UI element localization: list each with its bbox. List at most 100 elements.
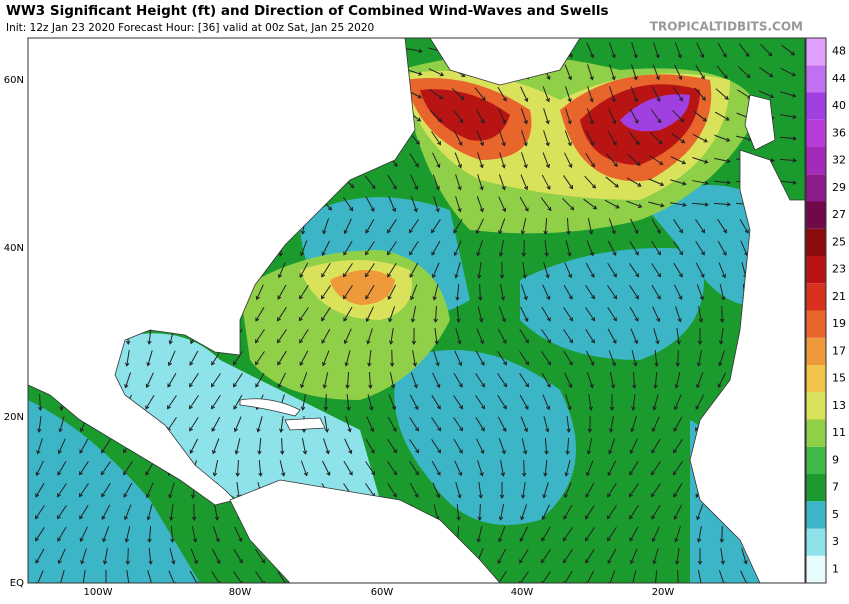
lon-label: 100W — [84, 587, 113, 598]
arrow — [167, 350, 176, 367]
arrow — [562, 549, 573, 564]
arrow — [695, 240, 705, 256]
arrow — [563, 329, 574, 344]
colorbar-label: 36 — [832, 126, 846, 139]
arrow — [412, 350, 418, 367]
arrow — [692, 133, 708, 143]
arrow — [454, 460, 463, 477]
arrow — [346, 393, 351, 411]
arrow — [299, 350, 309, 366]
arrow — [320, 285, 331, 300]
arrow — [409, 262, 419, 278]
arrow — [629, 548, 638, 565]
arrow — [431, 460, 441, 476]
arrow — [321, 350, 330, 367]
arrow — [737, 66, 751, 79]
arrow — [455, 328, 462, 345]
arrow — [520, 108, 528, 125]
arrow — [498, 438, 506, 455]
colorbar-swatch — [806, 419, 826, 447]
colorbar-label: 13 — [832, 399, 846, 412]
arrow — [719, 525, 725, 543]
arrow — [212, 526, 220, 543]
arrow — [719, 305, 725, 323]
arrow — [431, 262, 440, 279]
arrow — [451, 88, 465, 101]
arrow — [519, 548, 529, 564]
arrow — [672, 109, 685, 123]
arrow — [629, 460, 639, 476]
arrow — [79, 504, 89, 520]
arrow — [673, 219, 683, 234]
title: WW3 Significant Height (ft) and Directio… — [6, 3, 609, 19]
arrow — [475, 218, 484, 235]
arrow — [498, 526, 506, 543]
arrow — [759, 67, 774, 78]
arrow — [520, 504, 528, 521]
arrow — [277, 372, 286, 389]
arrow — [366, 328, 373, 345]
arrow — [519, 328, 529, 344]
arrow — [631, 394, 636, 411]
colorbar-label: 32 — [832, 154, 846, 167]
colorbar-label: 5 — [832, 508, 839, 521]
arrow — [651, 218, 661, 234]
arrow — [519, 351, 530, 366]
arrow — [714, 134, 731, 142]
arrow — [519, 373, 529, 388]
colorbar-label: 23 — [832, 263, 846, 276]
arrow — [233, 548, 243, 564]
arrow — [629, 505, 639, 520]
arrow — [387, 439, 397, 454]
arrow — [541, 504, 550, 521]
arrow — [694, 87, 706, 101]
arrow — [630, 416, 637, 433]
arrow — [585, 482, 595, 498]
arrow — [232, 351, 243, 366]
arrow — [499, 284, 506, 301]
arrow — [474, 87, 486, 102]
arrow — [124, 526, 131, 543]
arrow — [630, 570, 637, 583]
arrow — [455, 174, 462, 191]
arrow — [605, 176, 619, 188]
colorbar-swatch — [806, 119, 826, 147]
arrow — [718, 350, 726, 367]
arrow — [500, 460, 506, 477]
arrow — [498, 174, 506, 191]
colorbar-label: 25 — [832, 235, 846, 248]
arrow — [692, 157, 709, 164]
arrow — [543, 262, 550, 279]
arrow — [650, 109, 662, 124]
arrow — [433, 196, 440, 213]
arrow — [628, 131, 640, 146]
arrow — [497, 548, 507, 564]
arrow — [697, 327, 703, 345]
arrow — [674, 284, 683, 301]
arrow — [563, 307, 573, 322]
arrow — [81, 570, 86, 583]
arrow — [365, 241, 375, 256]
arrow — [653, 569, 658, 583]
arrow — [190, 548, 199, 565]
arrow — [123, 504, 132, 521]
arrow — [146, 504, 153, 521]
arrow — [321, 328, 331, 344]
arrow — [277, 284, 287, 300]
arrow — [520, 174, 529, 191]
colorbar-label: 21 — [832, 290, 846, 303]
arrow — [585, 285, 595, 300]
colorbar-swatch — [806, 365, 826, 393]
arrow — [651, 438, 661, 454]
arrow — [607, 262, 617, 278]
arrow — [255, 571, 265, 583]
arrow — [758, 90, 775, 99]
arrow — [631, 350, 638, 367]
arrow — [651, 241, 662, 256]
arrow — [148, 547, 153, 565]
land — [28, 38, 805, 583]
arrow — [322, 438, 330, 455]
arrow — [35, 548, 45, 564]
arrow — [713, 180, 731, 185]
arrow — [673, 482, 683, 498]
